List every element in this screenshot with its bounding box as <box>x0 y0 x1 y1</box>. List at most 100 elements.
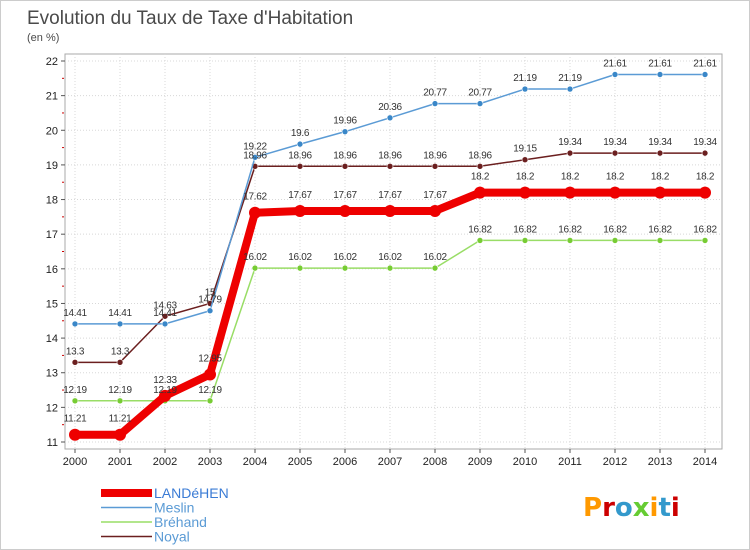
legend-label: Bréhand <box>154 514 207 530</box>
data-label: 18.96 <box>288 150 312 161</box>
x-tick-label: 2007 <box>378 456 402 468</box>
data-label: 16.02 <box>243 252 267 263</box>
y-tick-label: 12 <box>46 402 58 414</box>
x-tick-label: 2006 <box>333 456 357 468</box>
data-label: 15 <box>205 287 216 298</box>
data-label: 21.19 <box>513 73 537 84</box>
data-point <box>609 186 621 199</box>
data-label: 21.61 <box>603 59 627 70</box>
x-tick-label: 2005 <box>288 456 312 468</box>
data-point <box>341 128 349 135</box>
data-label: 18.96 <box>243 150 267 161</box>
data-point <box>611 237 619 244</box>
logo-letter: P <box>583 493 602 523</box>
data-point <box>521 85 529 93</box>
legend-label: Noyal <box>154 529 190 545</box>
data-point <box>611 71 619 78</box>
data-label: 16.82 <box>603 224 627 235</box>
legend-item: LANDéHEN <box>101 485 229 501</box>
data-label: 19.34 <box>648 137 672 148</box>
data-point <box>341 264 349 272</box>
data-label: 18.96 <box>333 150 357 161</box>
legend-item: Meslin <box>101 500 194 516</box>
data-label: 18.2 <box>516 172 535 183</box>
data-label: 21.61 <box>693 59 717 70</box>
data-label: 21.19 <box>558 73 582 84</box>
data-point <box>476 162 484 170</box>
logo-letter: i <box>671 493 680 523</box>
y-tick-label: 14 <box>46 333 58 345</box>
y-tick-label: 22 <box>46 56 58 68</box>
x-tick-label: 2009 <box>468 456 492 468</box>
data-point <box>69 428 81 441</box>
x-tick-label: 2012 <box>603 456 627 468</box>
series-meslin <box>71 71 709 328</box>
data-point <box>251 264 259 272</box>
data-label: 18.2 <box>696 172 715 183</box>
data-label: 13.3 <box>66 346 85 357</box>
data-label: 20.77 <box>468 88 492 99</box>
data-label: 12.33 <box>153 375 177 386</box>
y-tick-label: 18 <box>46 195 58 207</box>
x-tick-label: 2001 <box>108 456 132 468</box>
data-point <box>294 204 306 217</box>
data-point <box>161 320 169 328</box>
data-point <box>654 186 666 199</box>
data-point <box>656 149 664 157</box>
data-point <box>656 237 664 244</box>
data-point <box>204 368 216 381</box>
data-labels: 13.3 13.3 14.63 15 18.96 18.96 18.96 18.96 18.96… <box>63 59 718 425</box>
data-label: 19.6 <box>291 128 310 139</box>
data-label: 17.67 <box>333 190 357 201</box>
data-point <box>521 156 529 164</box>
data-point <box>384 204 396 217</box>
data-label: 14.41 <box>108 308 132 319</box>
series-landéhen <box>69 186 711 441</box>
data-label: 14.63 <box>153 300 177 311</box>
data-point <box>116 320 124 328</box>
data-label: 16.02 <box>333 252 357 263</box>
axes: 11 12 13 14 15 16 17 18 19 20 21 22 2000 2001 2002 2003… <box>46 56 717 468</box>
data-label: 16.82 <box>558 224 582 235</box>
data-label: 18.2 <box>561 172 580 183</box>
data-point <box>476 100 484 107</box>
legend-item: Bréhand <box>101 514 207 530</box>
y-tick-label: 15 <box>46 298 58 310</box>
data-label: 11.21 <box>64 414 88 425</box>
data-point <box>566 149 574 157</box>
data-point <box>431 100 439 107</box>
data-point <box>251 153 259 161</box>
data-label: 18.96 <box>378 150 402 161</box>
data-label: 18.96 <box>423 150 447 161</box>
data-label: 18.96 <box>468 150 492 161</box>
data-point <box>159 389 171 402</box>
data-point <box>116 397 124 405</box>
data-point <box>656 71 664 78</box>
x-tick-label: 2002 <box>153 456 177 468</box>
chart-subtitle: (en %) <box>27 32 59 44</box>
data-point <box>296 140 304 148</box>
data-point <box>341 162 349 170</box>
data-label: 18.2 <box>651 172 670 183</box>
data-point <box>71 359 79 366</box>
legend-label: LANDéHEN <box>154 485 229 501</box>
data-label: 19.34 <box>558 137 582 148</box>
x-tick-label: 2014 <box>693 456 717 468</box>
data-label: 16.82 <box>693 224 717 235</box>
data-label: 16.82 <box>468 224 492 235</box>
data-label: 12.19 <box>63 385 87 396</box>
logo-letter: o <box>615 493 633 523</box>
data-point <box>476 237 484 244</box>
data-point <box>429 204 441 217</box>
data-label: 21.61 <box>648 59 672 70</box>
data-point <box>701 237 709 244</box>
data-label: 19.96 <box>333 116 357 127</box>
y-tick-label: 16 <box>46 264 58 276</box>
data-label: 14.41 <box>63 308 87 319</box>
logo-letter: r <box>602 493 615 523</box>
x-tick-label: 2011 <box>558 456 582 468</box>
logo-letter: t <box>658 493 670 523</box>
y-tick-label: 17 <box>46 229 58 241</box>
